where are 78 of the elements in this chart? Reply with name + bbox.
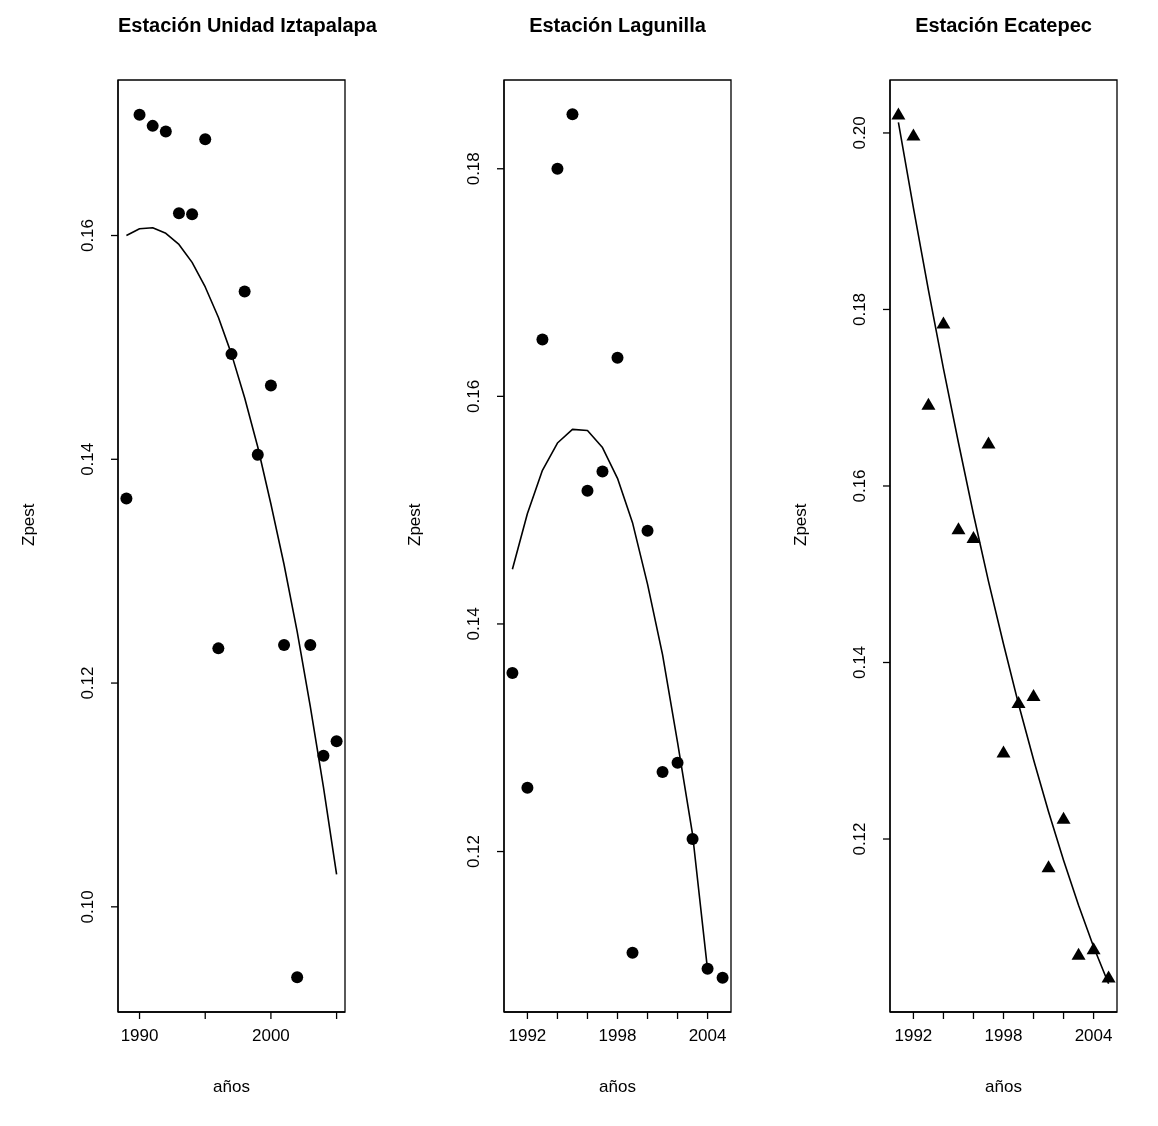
point xyxy=(146,119,159,132)
y-tick-label: 0.12 xyxy=(78,666,97,700)
point xyxy=(1011,696,1026,709)
point xyxy=(251,448,264,461)
y-axis-title: Zpest xyxy=(791,503,811,546)
point xyxy=(996,745,1011,758)
point xyxy=(278,639,291,652)
point xyxy=(641,524,654,537)
point xyxy=(172,207,185,220)
y-axis-title: Zpest xyxy=(19,503,39,546)
x-axis-title: años xyxy=(213,1077,250,1096)
y-tick-label: 0.20 xyxy=(850,116,869,150)
point xyxy=(238,285,251,298)
point xyxy=(686,833,699,846)
point xyxy=(264,379,277,392)
y-tick-label: 0.12 xyxy=(850,822,869,856)
point xyxy=(133,108,146,121)
point xyxy=(656,765,669,778)
x-tick-label: 2004 xyxy=(688,1026,727,1045)
y-tick-label: 0.10 xyxy=(78,890,97,924)
y-tick-label: 0.18 xyxy=(464,152,483,186)
y-tick-label: 0.16 xyxy=(850,469,869,503)
point xyxy=(536,333,549,346)
point xyxy=(317,749,330,762)
x-tick-label: 1992 xyxy=(508,1026,547,1045)
point xyxy=(199,133,212,146)
y-tick-label: 0.14 xyxy=(850,645,869,680)
point xyxy=(1101,970,1116,983)
point xyxy=(120,492,133,505)
point xyxy=(966,531,981,544)
y-tick-label: 0.16 xyxy=(78,218,97,253)
x-tick-label: 1990 xyxy=(120,1026,159,1045)
x-axis-title: años xyxy=(599,1077,636,1096)
y-tick-label: 0.14 xyxy=(78,442,97,476)
x-axis-title: años xyxy=(985,1077,1022,1096)
chart-title: Estación Unidad Iztapalapa xyxy=(117,13,378,38)
point xyxy=(671,756,684,769)
x-tick-label: 1998 xyxy=(984,1026,1023,1045)
point xyxy=(212,642,225,655)
point xyxy=(611,351,624,364)
point xyxy=(506,666,519,679)
y-tick-label: 0.14 xyxy=(464,607,483,641)
point xyxy=(521,781,534,794)
chart-title: Estación Ecatepec xyxy=(914,13,1093,38)
point xyxy=(716,971,729,984)
y-tick-label: 0.18 xyxy=(850,292,869,327)
point xyxy=(291,971,304,984)
point xyxy=(330,735,343,748)
point xyxy=(981,436,996,449)
point xyxy=(626,946,639,959)
point xyxy=(1041,860,1056,873)
point xyxy=(1056,811,1071,824)
chart-title: Estación Lagunilla xyxy=(528,13,707,38)
point xyxy=(581,484,594,497)
point xyxy=(921,397,936,410)
point xyxy=(186,208,199,221)
point xyxy=(566,108,579,121)
x-tick-label: 1992 xyxy=(894,1026,933,1045)
point xyxy=(1026,689,1041,702)
point xyxy=(891,107,906,120)
y-axis-title: Zpest xyxy=(405,503,425,546)
point xyxy=(1086,942,1101,955)
x-tick-label: 1998 xyxy=(598,1026,637,1045)
line-series xyxy=(125,226,338,876)
y-tick-label: 0.12 xyxy=(464,835,483,869)
point xyxy=(906,128,921,141)
point xyxy=(1071,947,1086,960)
y-tick-label: 0.16 xyxy=(464,379,483,413)
point xyxy=(225,348,238,361)
point xyxy=(304,639,317,652)
point xyxy=(951,522,966,535)
x-tick-label: 2000 xyxy=(252,1026,290,1045)
point xyxy=(159,125,172,138)
x-tick-label: 2004 xyxy=(1074,1026,1113,1045)
point xyxy=(551,162,564,175)
point xyxy=(596,465,609,478)
point xyxy=(936,316,951,329)
point xyxy=(701,962,714,975)
